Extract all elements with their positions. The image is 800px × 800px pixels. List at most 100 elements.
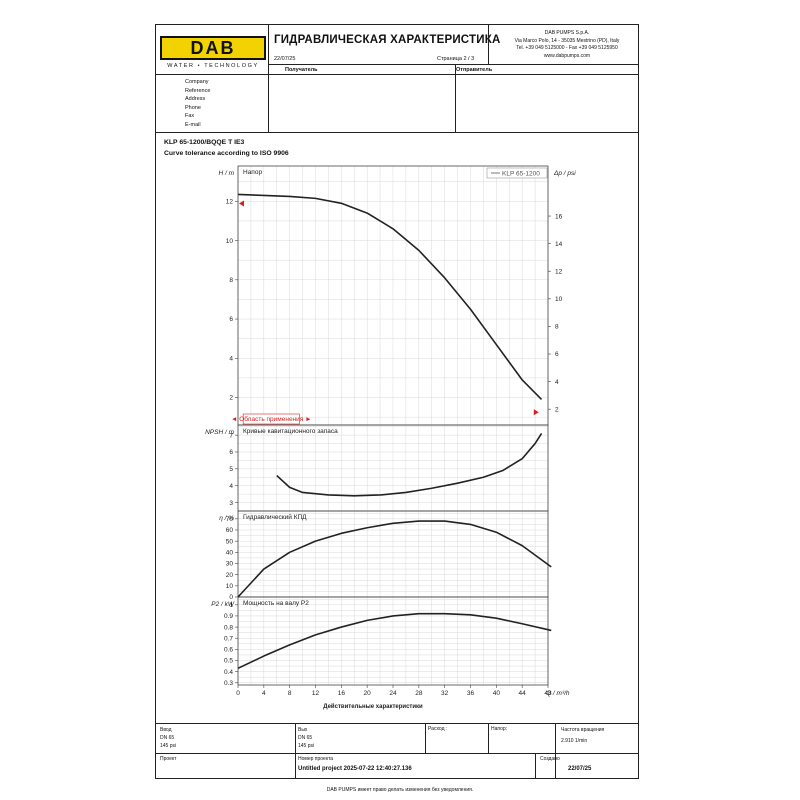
y-tick-label-right: 8 <box>555 324 559 331</box>
y-tick-label: 10 <box>226 583 234 590</box>
header-date: 22/07/25 <box>274 56 296 62</box>
company-address: DAB PUMPS S.p.A. Via Marco Polo, 14 - 35… <box>500 30 634 60</box>
field-address: Address <box>185 96 206 103</box>
project-label: Проект <box>160 756 177 762</box>
performance-curve <box>237 520 552 598</box>
legend-label: KLP 65-1200 <box>502 171 540 178</box>
y-axis-label: η / % <box>219 515 234 522</box>
page-title: ГИДРАВЛИЧЕСКАЯ ХАРАКТЕРИСТИКА <box>274 34 501 46</box>
x-tick-label: 32 <box>441 690 449 697</box>
company-line: Tel. +39 049 5125000 - Fax +39 049 51259… <box>516 45 618 52</box>
field-phone: Phone <box>185 104 201 111</box>
speed-value: 2.910 1/min <box>561 738 588 744</box>
y-tick-label-right: 2 <box>555 406 559 413</box>
y-tick-label: 0.9 <box>224 613 233 620</box>
company-line: Via Marco Polo, 14 - 35035 Mestrino (PD)… <box>514 37 620 44</box>
inlet-dn: DN 65 <box>160 735 175 741</box>
y-tick-label: 12 <box>226 199 234 206</box>
outlet-info: Вых DN 65 145 psi <box>298 726 314 750</box>
y-axis-label-right: Δp / psi <box>553 170 576 177</box>
x-tick-label: 48 <box>544 690 552 697</box>
panel-title: Гидравлический КПД <box>243 513 307 521</box>
logo-text: DAB <box>190 37 236 58</box>
recipient-label: Получатель <box>285 67 318 73</box>
performance-curve <box>237 612 552 670</box>
divider <box>425 723 426 753</box>
y-tick-label: 10 <box>226 238 234 245</box>
y-tick-label: 0.6 <box>224 647 233 654</box>
created-value: 22/07/25 <box>568 766 592 772</box>
head-label: Напор: <box>491 726 508 732</box>
range-start-marker <box>239 200 244 207</box>
y-tick-label-right: 16 <box>555 213 563 220</box>
y-tick-label: 40 <box>226 550 234 557</box>
y-tick-label: 8 <box>229 277 233 284</box>
x-tick-label: 16 <box>338 690 346 697</box>
panel-title: Напор <box>243 169 262 176</box>
inlet-pressure: 145 psi <box>160 743 177 749</box>
field-fax: Fax <box>185 113 195 120</box>
y-tick-label: 0.7 <box>224 635 233 642</box>
company-line: DAB PUMPS S.p.A. <box>544 30 590 36</box>
y-tick-label: 0.5 <box>224 658 233 665</box>
logo-subtitle: WATER • TECHNOLOGY <box>167 63 259 69</box>
panel-title: Кривые кавитационного запаса <box>243 428 338 435</box>
y-tick-label: 6 <box>229 449 233 456</box>
outlet-dn: DN 65 <box>298 735 313 741</box>
divider <box>455 64 456 132</box>
divider <box>555 723 556 779</box>
x-tick-label: 44 <box>519 690 527 697</box>
flow-label: Расход : <box>428 726 448 732</box>
y-tick-label: 50 <box>226 538 234 545</box>
contact-fields: Company Reference Address Phone Fax E-ma… <box>185 78 210 130</box>
application-range-label: ◄ Область применения ► <box>231 415 312 423</box>
y-tick-label-right: 6 <box>555 351 559 358</box>
disclaimer: DAB PUMPS имеет право делать изменения б… <box>326 787 474 793</box>
performance-curve <box>237 193 543 401</box>
y-tick-label: 3 <box>229 500 233 507</box>
inlet-label: Ввод <box>160 727 172 733</box>
x-tick-label: 28 <box>415 690 423 697</box>
y-tick-label-right: 10 <box>555 296 563 303</box>
field-reference: Reference <box>185 87 211 94</box>
y-tick-label: 0.8 <box>224 624 233 631</box>
project-number-value: Untitled project 2025-07-22 12:40:27.136 <box>298 766 412 772</box>
x-tick-label: 20 <box>364 690 372 697</box>
y-tick-label: 5 <box>229 466 233 473</box>
x-axis-caption: Действительные характеристики <box>323 703 423 710</box>
divider <box>295 723 296 779</box>
divider <box>155 723 639 724</box>
speed-label: Частота вращения <box>561 727 605 733</box>
divider <box>155 753 639 754</box>
tolerance-note: Curve tolerance according to ISO 9906 <box>164 150 289 157</box>
divider <box>268 24 269 132</box>
project-number-label: Номер проекта <box>298 756 334 762</box>
y-tick-label: 0.4 <box>224 669 233 676</box>
performance-curve <box>276 433 543 497</box>
y-tick-label: 7 <box>229 432 233 439</box>
company-line: www.dabpumps.com <box>543 52 591 59</box>
y-tick-label: 4 <box>229 483 233 490</box>
y-tick-label: 30 <box>226 561 234 568</box>
outlet-pressure: 145 psi <box>298 743 315 749</box>
x-tick-label: 4 <box>262 690 266 697</box>
x-tick-label: 36 <box>467 690 475 697</box>
product-model: KLP 65-1200/BQQE T IE3 <box>164 139 245 146</box>
x-tick-label: 0 <box>236 690 240 697</box>
y-tick-label: 2 <box>229 395 233 402</box>
y-tick-label: 1 <box>229 602 233 609</box>
divider <box>488 24 489 64</box>
y-tick-label: 0.3 <box>224 680 233 687</box>
divider <box>155 132 639 133</box>
sender-label: Отправитель <box>456 67 493 73</box>
y-tick-label-right: 4 <box>555 379 559 386</box>
y-tick-label: 60 <box>226 527 234 534</box>
y-axis-label: H / m <box>218 170 234 177</box>
inlet-info: Ввод DN 65 145 psi <box>160 726 176 750</box>
x-tick-label: 24 <box>389 690 397 697</box>
x-axis-unit: Q / m³/h <box>546 690 570 697</box>
divider <box>155 74 639 75</box>
dab-logo: DAB <box>160 36 266 60</box>
divider <box>488 723 489 753</box>
